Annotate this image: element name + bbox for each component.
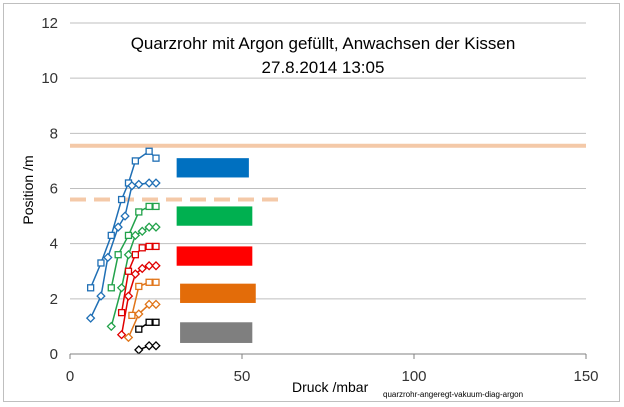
data-point [145, 318, 153, 326]
chart-subtitle: 27.8.2014 13:05 [262, 58, 385, 77]
data-point [134, 179, 144, 190]
data-point [123, 291, 134, 301]
chart-title: Quarzrohr mit Argon gefüllt, Anwachsen d… [131, 34, 516, 53]
data-point [113, 222, 123, 232]
axes [69, 353, 587, 359]
data-point [144, 178, 154, 188]
data-point [144, 299, 154, 310]
y-tick-label: 2 [50, 291, 58, 308]
legend-box-4 [180, 283, 256, 303]
y-tick-label: 6 [50, 181, 58, 198]
data-point [96, 291, 106, 301]
x-tick-label: 50 [234, 368, 251, 385]
data-point [86, 284, 95, 292]
data-point [152, 202, 160, 211]
data-point [107, 231, 115, 240]
data-point [152, 318, 160, 326]
x-axis-title: Druck /mbar [292, 379, 369, 395]
data-point [130, 230, 141, 241]
data-point [117, 308, 126, 317]
data-point [144, 261, 154, 271]
data-point [135, 325, 143, 333]
legend-box-2 [176, 206, 253, 226]
data-point [128, 311, 136, 320]
y-tick-label: 0 [50, 346, 58, 363]
y-tick-labels: 0 2 4 6 8 10 12 [41, 15, 58, 363]
data-point [103, 252, 113, 263]
data-point [151, 341, 161, 351]
data-point [130, 269, 141, 279]
data-point [145, 242, 153, 251]
legend-box-5 [180, 322, 253, 343]
legend-box-3 [176, 246, 253, 266]
data-point [131, 251, 140, 259]
legend-box-1 [176, 158, 249, 178]
data-point [85, 313, 96, 323]
data-point [144, 341, 154, 351]
data-point [134, 345, 144, 355]
series-group [85, 147, 161, 355]
data-point [131, 157, 140, 165]
data-point [145, 147, 153, 155]
data-point [116, 283, 127, 293]
y-tick-label: 8 [50, 125, 58, 142]
chart-frame [3, 3, 620, 402]
data-point [117, 195, 126, 204]
data-point [107, 284, 115, 292]
data-point [120, 211, 130, 221]
y-tick-label: 10 [41, 70, 58, 87]
data-point [106, 321, 116, 332]
data-point [97, 259, 105, 267]
data-point [152, 278, 160, 286]
data-point [124, 231, 133, 240]
data-point [123, 249, 134, 260]
y-tick-label: 4 [50, 236, 58, 253]
x-tick-label: 100 [401, 368, 426, 385]
data-point [144, 222, 154, 232]
data-point [151, 299, 161, 310]
data-point [151, 261, 161, 271]
chart-annotation: quarzrohr-angeregt-vakuum-diag-argon [383, 390, 523, 399]
data-point [151, 222, 161, 232]
data-point [134, 309, 144, 319]
legend-boxes [176, 158, 256, 343]
data-point [151, 178, 161, 188]
x-tick-label: 0 [66, 368, 74, 385]
data-point [123, 332, 134, 343]
data-point [116, 329, 127, 340]
data-point [145, 278, 153, 286]
data-point [135, 282, 143, 291]
reference-lines [70, 143, 586, 202]
x-tick-labels: 0 50 100 150 [66, 368, 599, 385]
data-point [145, 202, 153, 211]
data-point [137, 226, 147, 236]
x-tick-label: 150 [573, 368, 598, 385]
y-tick-label: 12 [41, 15, 58, 32]
data-point [124, 267, 133, 275]
data-point [152, 154, 160, 162]
data-point [137, 263, 147, 274]
y-axis-title: Position /m [20, 155, 36, 224]
data-point [152, 242, 160, 251]
data-point [135, 208, 143, 216]
data-point [138, 244, 146, 252]
data-point [114, 251, 122, 259]
